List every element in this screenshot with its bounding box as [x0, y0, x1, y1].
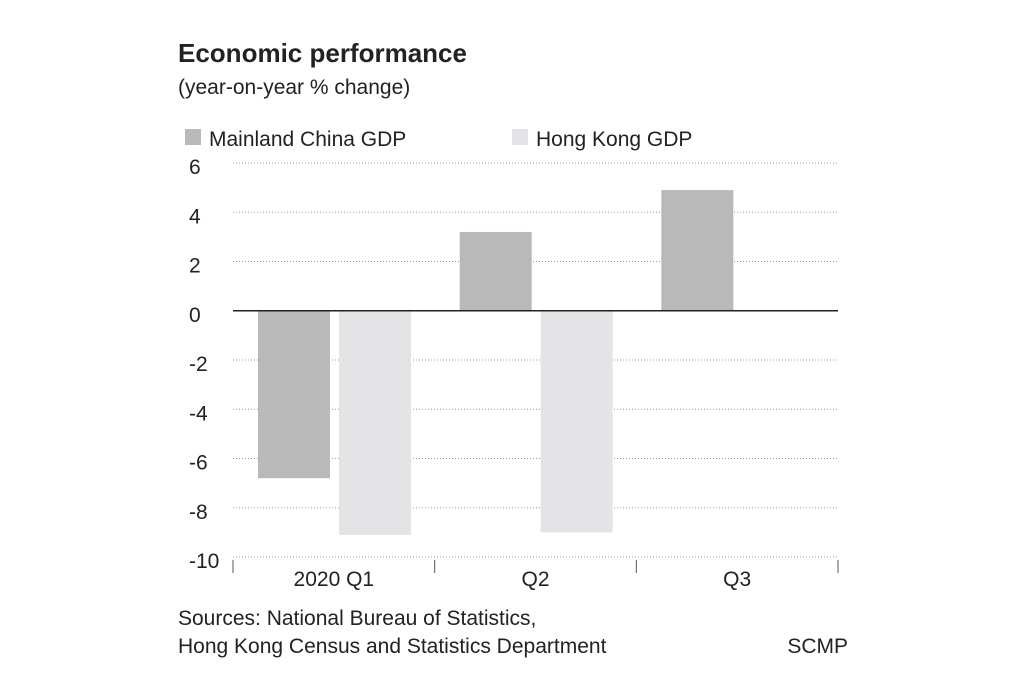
legend-swatch — [512, 129, 528, 145]
bar — [540, 310, 613, 533]
y-tick-label: -6 — [189, 452, 208, 475]
chart-title: Economic performance — [178, 38, 467, 68]
legend-label: Mainland China GDP — [209, 128, 406, 151]
y-tick-label: -2 — [189, 353, 208, 376]
chart-subtitle: (year-on-year % change) — [178, 76, 410, 99]
source-line: Sources: National Bureau of Statistics, — [178, 607, 536, 630]
y-tick-label: 0 — [189, 304, 201, 327]
bar — [459, 231, 532, 311]
credit: SCMP — [787, 635, 848, 658]
y-tick-label: 2 — [189, 255, 201, 278]
bar — [661, 190, 734, 311]
y-tick-label: -4 — [189, 402, 208, 425]
x-tick-label: Q3 — [723, 568, 751, 591]
y-tick-label: 4 — [189, 205, 201, 228]
bar — [258, 310, 330, 479]
source-line: Hong Kong Census and Statistics Departme… — [178, 635, 607, 658]
legend-label: Hong Kong GDP — [536, 128, 692, 151]
y-tick-label: 6 — [189, 156, 201, 179]
bar — [339, 310, 411, 535]
y-tick-label: -10 — [189, 550, 219, 573]
x-tick-label: Q2 — [521, 568, 549, 591]
y-tick-label: -8 — [189, 501, 208, 524]
legend-swatch — [185, 129, 201, 145]
x-tick-label: 2020 Q1 — [294, 568, 375, 591]
